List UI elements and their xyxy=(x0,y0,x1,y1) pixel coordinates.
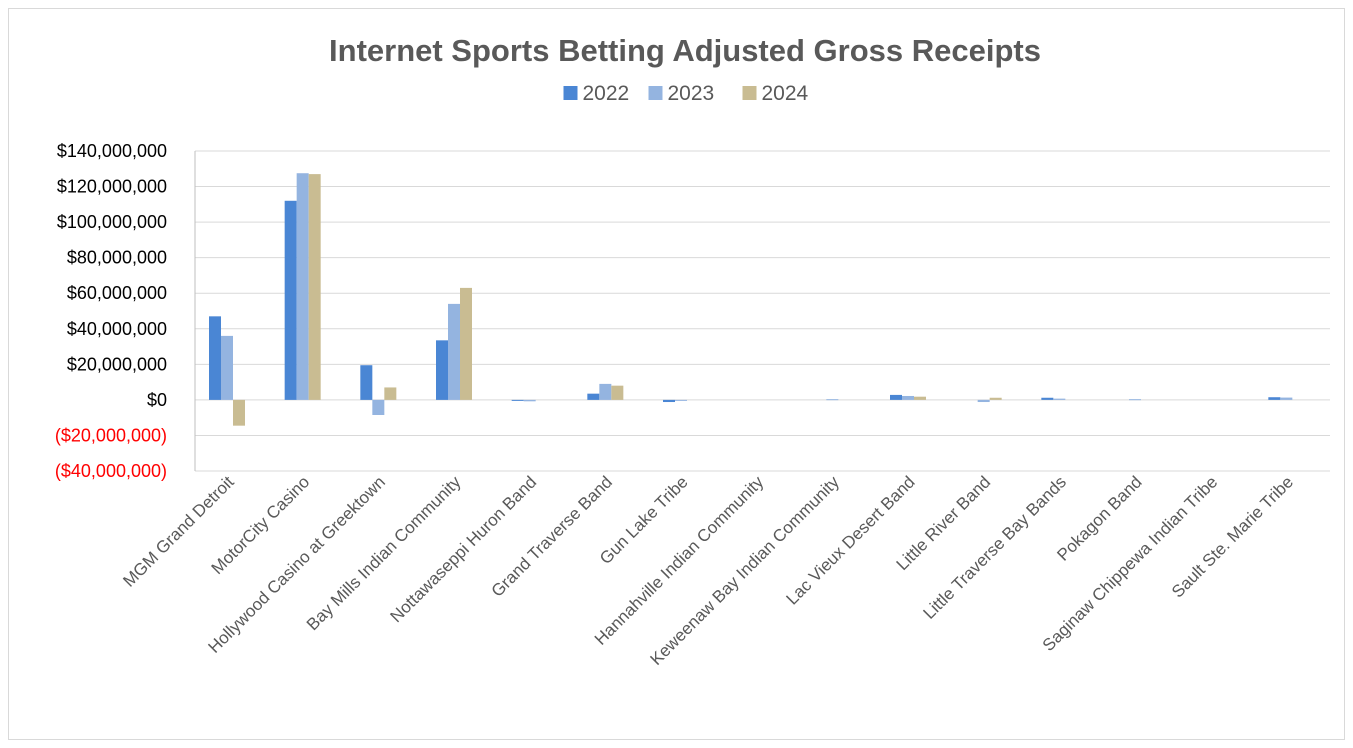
y-tick-label: $80,000,000 xyxy=(67,248,167,268)
bar xyxy=(890,394,902,400)
gridlines xyxy=(195,150,1330,472)
legend-label: 2023 xyxy=(668,82,715,105)
x-category-label: Nottawaseppi Huron Band xyxy=(387,472,541,626)
bar xyxy=(663,399,675,403)
legend: 2022 2023 2024 xyxy=(563,82,809,105)
bar xyxy=(284,200,297,400)
bar xyxy=(914,396,926,400)
bar xyxy=(372,399,385,415)
bars xyxy=(209,173,1293,426)
y-tick-label: $140,000,000 xyxy=(57,141,167,161)
bar xyxy=(587,393,600,400)
y-tick-label: $40,000,000 xyxy=(67,319,167,339)
x-category-label: Bay Mills Indian Community xyxy=(303,472,465,634)
y-tick-label: ($40,000,000) xyxy=(55,461,167,481)
y-tick-label: $20,000,000 xyxy=(67,354,167,374)
y-tick-label: $100,000,000 xyxy=(57,212,167,232)
bar xyxy=(436,340,448,400)
bar xyxy=(1129,399,1141,401)
x-category-label: Lac Vieux Desert Band xyxy=(782,472,918,608)
y-tick-label: $120,000,000 xyxy=(57,177,167,197)
bar xyxy=(989,397,1002,400)
bar xyxy=(1280,397,1293,400)
bar xyxy=(611,385,624,400)
bar xyxy=(209,316,221,400)
legend-swatch xyxy=(648,86,663,100)
y-tick-label: $60,000,000 xyxy=(67,283,167,303)
legend-label: 2022 xyxy=(583,82,630,105)
y-tick-label: $0 xyxy=(147,390,167,410)
legend-swatch xyxy=(563,86,578,100)
bar xyxy=(902,395,914,400)
bar xyxy=(1053,398,1066,400)
bar xyxy=(826,399,839,401)
bar xyxy=(599,383,612,400)
chart-title: Internet Sports Betting Adjusted Gross R… xyxy=(329,33,1041,68)
bar xyxy=(523,399,536,402)
bar xyxy=(675,399,687,401)
bar xyxy=(296,173,309,400)
legend-label: 2024 xyxy=(762,82,809,105)
chart-svg: Internet Sports Betting Adjusted Gross R… xyxy=(55,33,1330,669)
bar xyxy=(1268,397,1281,400)
bar xyxy=(221,335,233,400)
bar xyxy=(511,399,524,401)
y-axis-ticks: $140,000,000 $120,000,000 $100,000,000 $80,… xyxy=(55,141,167,481)
legend-swatch xyxy=(742,86,757,100)
bar xyxy=(460,287,472,400)
bar xyxy=(360,365,373,400)
y-tick-label: ($20,000,000) xyxy=(55,425,167,445)
bar xyxy=(977,399,990,403)
bar xyxy=(448,303,460,400)
bar xyxy=(308,174,321,400)
bar xyxy=(233,399,245,426)
bar xyxy=(1041,397,1054,400)
bar xyxy=(384,387,397,400)
chart-frame: Internet Sports Betting Adjusted Gross R… xyxy=(8,8,1345,740)
x-category-label: Little Traverse Bay Bands xyxy=(920,472,1070,622)
